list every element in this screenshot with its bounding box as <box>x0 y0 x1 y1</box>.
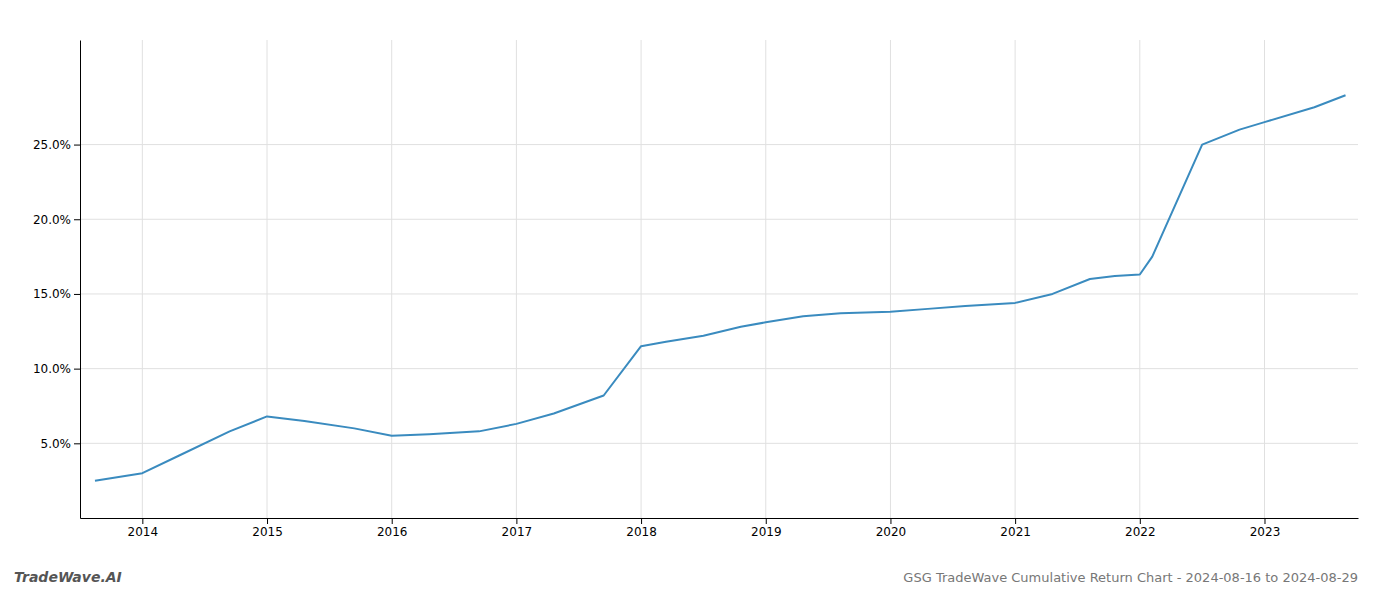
tick: 2016 <box>377 518 408 539</box>
tick: 2022 <box>1125 518 1156 539</box>
tick-mark <box>766 518 767 524</box>
tick: 2019 <box>751 518 782 539</box>
axis-line <box>80 41 81 519</box>
tick-label: 2021 <box>1000 525 1031 539</box>
grid-line <box>80 293 1358 294</box>
tick-mark <box>890 518 891 524</box>
tick-mark <box>142 518 143 524</box>
tick: 25.0% <box>33 138 80 152</box>
axis-line <box>81 518 1359 519</box>
grid-line <box>1264 40 1265 518</box>
grid-line <box>142 40 143 518</box>
tick-mark <box>267 518 268 524</box>
grid-line <box>80 368 1358 369</box>
tick-label: 2014 <box>128 525 159 539</box>
tick: 2014 <box>128 518 159 539</box>
tick: 2018 <box>626 518 657 539</box>
y-axis: 5.0% 10.0% 15.0% 20.0% 25.0% <box>33 41 81 519</box>
tick-mark <box>1140 518 1141 524</box>
grid-line <box>80 219 1358 220</box>
grid <box>80 40 1358 518</box>
grid-line <box>80 443 1358 444</box>
tick-mark <box>1015 518 1016 524</box>
tick-label: 2015 <box>252 525 283 539</box>
tick: 20.0% <box>33 213 80 227</box>
tick-label: 15.0% <box>33 287 71 301</box>
tick-mark <box>641 518 642 524</box>
x-axis: 2014 2015 2016 2017 2018 2019 2020 2021 2022 2023 <box>81 518 1359 539</box>
series <box>95 95 1346 480</box>
tick-label: 2023 <box>1250 525 1281 539</box>
chart: 2014 2015 2016 2017 2018 2019 2020 2021 2022 2023… <box>0 0 1400 600</box>
tick-label: 20.0% <box>33 213 71 227</box>
tick-label: 10.0% <box>33 362 71 376</box>
tick: 2023 <box>1250 518 1281 539</box>
grid-line <box>391 40 392 518</box>
tick-mark <box>74 369 80 370</box>
tick-mark <box>74 294 80 295</box>
grid-line <box>1139 40 1140 518</box>
tick-mark <box>74 443 80 444</box>
grid-line <box>1015 40 1016 518</box>
watermark: TradeWave.AI <box>14 569 122 585</box>
tick: 10.0% <box>33 362 80 376</box>
tick-mark <box>1264 518 1265 524</box>
grid-line <box>80 144 1358 145</box>
tick: 2020 <box>876 518 907 539</box>
grid-line <box>641 40 642 518</box>
tick: 5.0% <box>41 437 81 451</box>
tick-mark <box>516 518 517 524</box>
tick-mark <box>74 219 80 220</box>
tick-label: 5.0% <box>41 437 72 451</box>
grid-line <box>765 40 766 518</box>
grid-line <box>516 40 517 518</box>
line <box>95 95 1346 480</box>
tick-mark <box>74 145 80 146</box>
grid-line <box>267 40 268 518</box>
grid-line <box>890 40 891 518</box>
title: GSG TradeWave Cumulative Return Chart - … <box>903 570 1358 585</box>
tick: 2021 <box>1000 518 1031 539</box>
tick-mark <box>392 518 393 524</box>
plot: 2014 2015 2016 2017 2018 2019 2020 2021 2022 2023… <box>33 40 1359 539</box>
tick: 2015 <box>252 518 283 539</box>
tick: 2017 <box>502 518 533 539</box>
tick-label: 2020 <box>876 525 907 539</box>
tick: 15.0% <box>33 287 80 301</box>
tick-label: 2016 <box>377 525 408 539</box>
tick-label: 2018 <box>626 525 657 539</box>
tick-label: 2019 <box>751 525 782 539</box>
tick-label: 2017 <box>502 525 533 539</box>
tick-label: 25.0% <box>33 138 71 152</box>
tick-label: 2022 <box>1125 525 1156 539</box>
